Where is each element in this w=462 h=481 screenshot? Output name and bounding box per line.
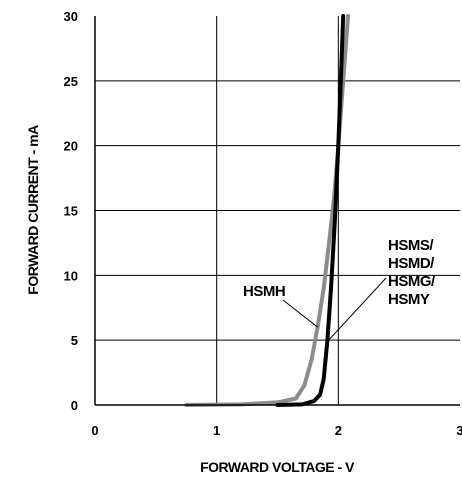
series-line-hsms-hsmd-hsmg-hsmy: [275, 14, 346, 407]
annotations: HSMH HSMS/HSMD/HSMG/HSMY: [243, 237, 437, 341]
x-tick-label: 3: [456, 423, 462, 438]
annotation-line: HSMS/: [388, 237, 434, 254]
y-tick-label: 10: [64, 268, 78, 283]
annotation-line: HSMY: [388, 291, 430, 308]
grid: [95, 16, 460, 405]
annotation-line: HSMD/: [388, 255, 435, 272]
x-tick-label: 2: [335, 423, 342, 438]
annotation-leader-hsms-group: [328, 277, 387, 341]
x-tick-label: 0: [91, 423, 98, 438]
y-tick-label: 20: [64, 139, 78, 154]
y-tick-label: 15: [64, 204, 78, 219]
x-axis-label: FORWARD VOLTAGE - V: [200, 459, 355, 475]
plot-frame: [94, 16, 460, 406]
annotation-line: HSMG/: [388, 273, 436, 290]
y-axis-label: FORWARD CURRENT - mA: [25, 125, 41, 295]
annotation-label-hsms-group: HSMS/HSMD/HSMG/HSMY: [388, 237, 436, 308]
y-tick-label: 30: [64, 9, 78, 24]
y-tick-label: 0: [71, 398, 78, 413]
annotation-leader-hsmh: [282, 299, 318, 328]
x-tick-label: 1: [213, 423, 220, 438]
annotation-label-hsmh: HSMH: [243, 283, 285, 300]
y-tick-label: 25: [64, 74, 78, 89]
y-tick-label: 5: [71, 333, 78, 348]
